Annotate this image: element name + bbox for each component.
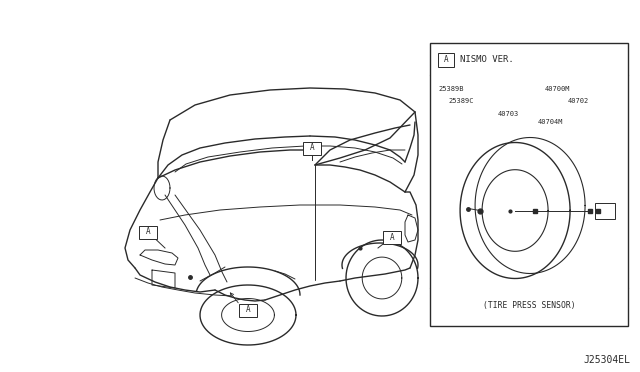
Bar xyxy=(430,43,628,326)
Text: A: A xyxy=(444,55,449,64)
Text: A: A xyxy=(146,228,150,237)
Bar xyxy=(139,225,157,238)
Bar xyxy=(383,231,401,244)
Text: A: A xyxy=(246,305,250,314)
Text: 40700M: 40700M xyxy=(545,86,571,92)
Text: 40702: 40702 xyxy=(568,98,589,104)
Text: 40704M: 40704M xyxy=(538,119,564,125)
Text: 25389C: 25389C xyxy=(448,98,474,104)
Bar xyxy=(239,304,257,317)
Text: (TIRE PRESS SENSOR): (TIRE PRESS SENSOR) xyxy=(483,301,575,310)
Text: NISMO VER.: NISMO VER. xyxy=(460,55,514,64)
Text: A: A xyxy=(310,144,314,153)
Text: J25304EL: J25304EL xyxy=(583,355,630,365)
Bar xyxy=(303,141,321,154)
Bar xyxy=(438,53,454,67)
Text: A: A xyxy=(390,232,394,241)
Text: 25389B: 25389B xyxy=(438,86,463,92)
Text: 40703: 40703 xyxy=(498,111,519,117)
Bar xyxy=(595,202,615,218)
